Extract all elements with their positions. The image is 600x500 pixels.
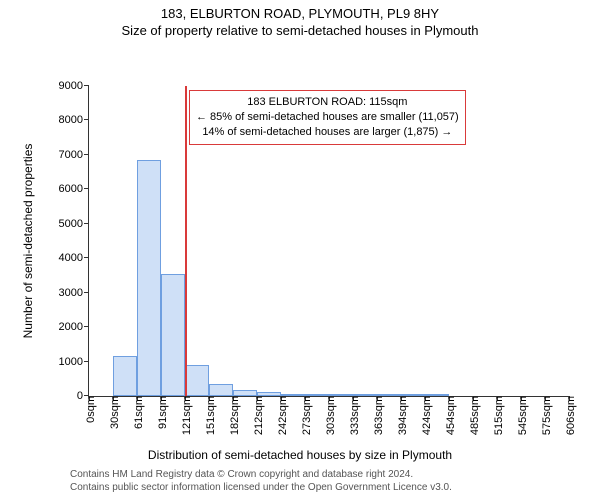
annotation-line: 14% of semi-detached houses are larger (… <box>196 125 459 140</box>
y-tick-label: 3000 <box>59 287 89 299</box>
x-axis-label: Distribution of semi-detached houses by … <box>148 448 452 462</box>
annotation-line: 183 ELBURTON ROAD: 115sqm <box>196 95 459 110</box>
histogram-bar <box>185 365 209 396</box>
y-tick-mark <box>84 85 89 86</box>
title-sub: Size of property relative to semi-detach… <box>0 23 600 38</box>
y-axis-label: Number of semi-detached properties <box>21 144 35 339</box>
y-tick-mark <box>84 119 89 120</box>
x-tick-label: 212sqm <box>249 396 265 435</box>
y-tick-label: 2000 <box>59 321 89 333</box>
y-tick-mark <box>84 257 89 258</box>
x-tick-label: 454sqm <box>441 396 457 435</box>
chart-area: Number of semi-detached properties 01000… <box>20 38 580 466</box>
y-tick-label: 7000 <box>59 149 89 161</box>
x-tick-label: 424sqm <box>417 396 433 435</box>
x-tick-label: 515sqm <box>489 396 505 435</box>
y-tick-mark <box>84 188 89 189</box>
x-tick-label: 394sqm <box>393 396 409 435</box>
histogram-bar <box>161 274 185 396</box>
x-tick-label: 242sqm <box>273 396 289 435</box>
x-tick-label: 151sqm <box>201 396 217 435</box>
x-tick-label: 485sqm <box>465 396 481 435</box>
footer-line-2: Contains public sector information licen… <box>70 481 452 494</box>
footer-line-1: Contains HM Land Registry data © Crown c… <box>70 468 452 481</box>
annotation-box: 183 ELBURTON ROAD: 115sqm← 85% of semi-d… <box>189 90 466 145</box>
x-tick-label: 121sqm <box>177 396 193 435</box>
footer-attribution: Contains HM Land Registry data © Crown c… <box>70 468 452 494</box>
y-tick-mark <box>84 154 89 155</box>
y-tick-label: 1000 <box>59 356 89 368</box>
x-tick-label: 182sqm <box>225 396 241 435</box>
plot-frame: 01000200030004000500060007000800090000sq… <box>88 86 569 397</box>
y-tick-mark <box>84 361 89 362</box>
chart-titles: 183, ELBURTON ROAD, PLYMOUTH, PL9 8HY Si… <box>0 6 600 38</box>
y-tick-label: 9000 <box>59 80 89 92</box>
reference-line <box>185 86 187 396</box>
x-tick-label: 61sqm <box>129 396 145 429</box>
x-tick-label: 363sqm <box>369 396 385 435</box>
y-tick-label: 6000 <box>59 183 89 195</box>
histogram-bar <box>113 356 137 396</box>
x-tick-label: 545sqm <box>513 396 529 435</box>
y-tick-mark <box>84 326 89 327</box>
x-tick-label: 273sqm <box>297 396 313 435</box>
title-main: 183, ELBURTON ROAD, PLYMOUTH, PL9 8HY <box>0 6 600 21</box>
annotation-line: ← 85% of semi-detached houses are smalle… <box>196 110 459 125</box>
x-tick-label: 303sqm <box>321 396 337 435</box>
y-tick-mark <box>84 223 89 224</box>
x-tick-label: 91sqm <box>153 396 169 429</box>
x-tick-label: 575sqm <box>537 396 553 435</box>
y-tick-mark <box>84 292 89 293</box>
histogram-bar <box>209 384 233 396</box>
histogram-bar <box>137 160 161 396</box>
x-tick-label: 0sqm <box>81 396 97 423</box>
x-tick-label: 606sqm <box>561 396 577 435</box>
y-tick-label: 4000 <box>59 252 89 264</box>
x-tick-label: 30sqm <box>105 396 121 429</box>
y-tick-label: 8000 <box>59 114 89 126</box>
y-tick-label: 5000 <box>59 218 89 230</box>
x-tick-label: 333sqm <box>345 396 361 435</box>
